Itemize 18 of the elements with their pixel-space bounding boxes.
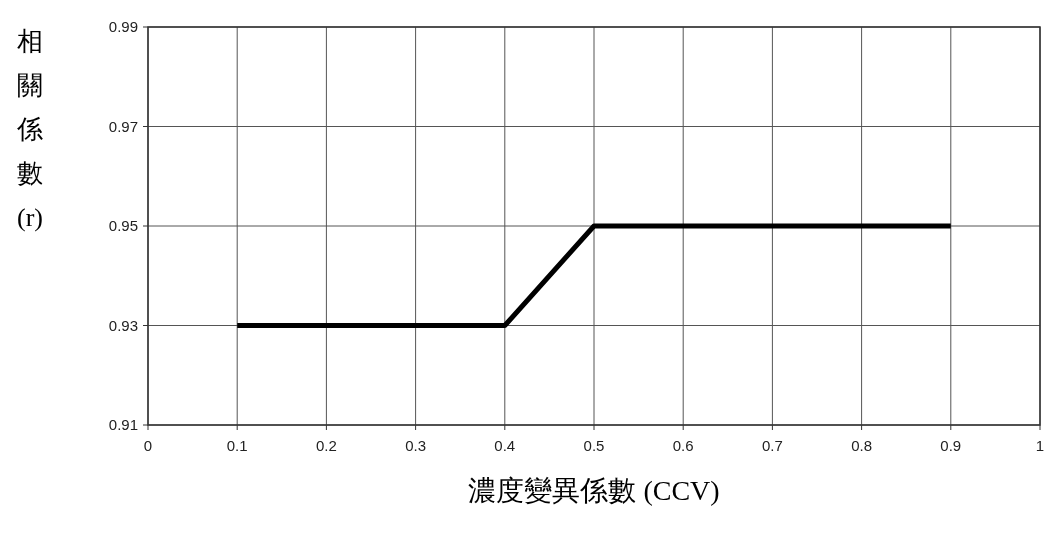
x-tick-label: 0.8	[851, 437, 873, 454]
y-tick-label: 0.97	[108, 117, 138, 135]
x-tick-label: 1	[1035, 437, 1045, 454]
y-axis-title: 相關係數(r)	[16, 27, 43, 232]
y-tick-label: 0.99	[108, 18, 138, 35]
x-tick-label: 0.6	[672, 437, 694, 454]
x-tick-label: 0.3	[405, 437, 427, 454]
x-tick-label: 0.1	[226, 437, 248, 454]
y-tick-label: 0.93	[108, 316, 138, 334]
x-tick-label: 0	[143, 437, 153, 454]
x-tick-label: 0.7	[761, 437, 783, 454]
y-tick-label: 0.95	[108, 217, 138, 234]
x-tick-label: 0.5	[583, 437, 605, 454]
x-axis-title: 濃度變異係數 (CCV)	[468, 475, 720, 506]
x-tick-label: 0.4	[494, 437, 516, 454]
x-tick-label: 0.9	[940, 437, 962, 454]
x-tick-label: 0.2	[315, 437, 337, 454]
y-tick-label: 0.91	[108, 416, 138, 433]
